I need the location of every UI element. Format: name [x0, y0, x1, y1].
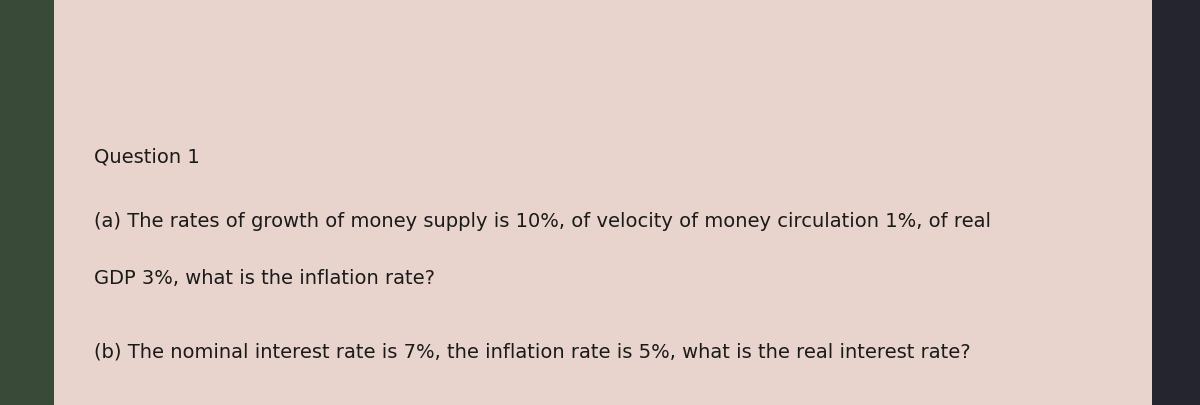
Text: GDP 3%, what is the inflation rate?: GDP 3%, what is the inflation rate? [94, 269, 434, 288]
Text: (b) The nominal interest rate is 7%, the inflation rate is 5%, what is the real : (b) The nominal interest rate is 7%, the… [94, 341, 971, 360]
Text: Question 1: Question 1 [94, 147, 199, 166]
Text: (a) The rates of growth of money supply is 10%, of velocity of money circulation: (a) The rates of growth of money supply … [94, 212, 991, 231]
